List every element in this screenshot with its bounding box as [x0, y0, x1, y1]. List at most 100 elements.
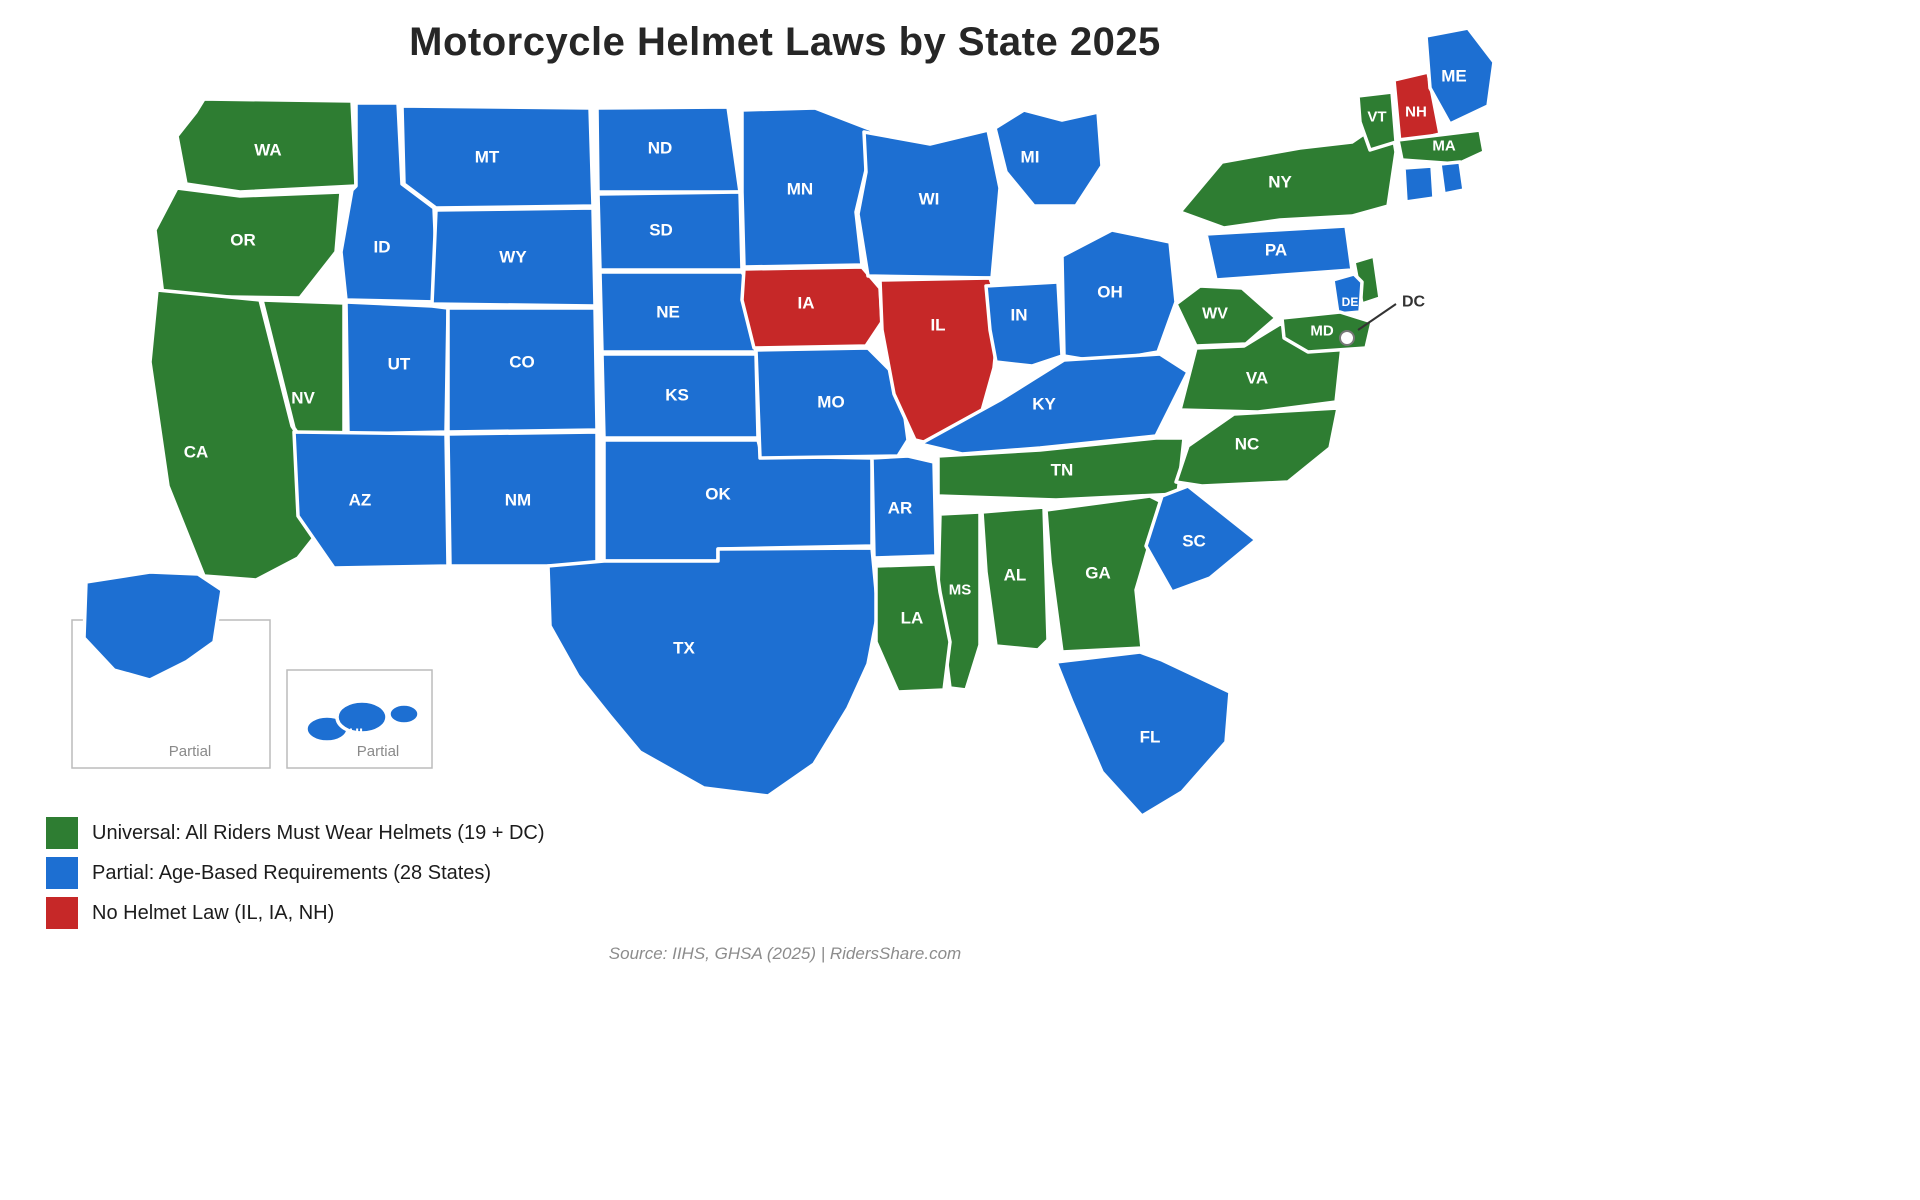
state-label-MD: MD — [1310, 323, 1333, 340]
state-label-GA: GA — [1085, 564, 1111, 583]
dc-marker — [1339, 330, 1355, 346]
legend-label-universal: Universal: All Riders Must Wear Helmets … — [92, 821, 545, 844]
state-HI-island-1 — [335, 699, 389, 735]
state-WY — [430, 206, 597, 308]
inset-caption-0: Partial — [169, 743, 212, 760]
inset-box-1 — [286, 669, 433, 769]
page-title: Motorcycle Helmet Laws by State 2025 — [409, 20, 1161, 64]
inset-caption-1: Partial — [357, 743, 400, 760]
state-NC — [1174, 406, 1340, 488]
state-NY — [1178, 114, 1398, 230]
state-label-VA: VA — [1246, 369, 1268, 388]
state-label-DE: DE — [1342, 295, 1359, 309]
state-WI — [856, 128, 1002, 280]
dc-leader-line — [1357, 303, 1397, 331]
state-label-OK: OK — [705, 485, 731, 504]
legend-item-partial: Partial: Age-Based Requirements (28 Stat… — [46, 857, 545, 889]
state-label-FL: FL — [1140, 728, 1161, 747]
state-OR — [153, 186, 343, 300]
source-note: Source: IIHS, GHSA (2025) | RidersShare.… — [608, 944, 962, 963]
state-PA — [1204, 224, 1354, 282]
state-CO — [446, 306, 599, 434]
state-label-TN: TN — [1051, 461, 1074, 480]
state-FL — [1054, 650, 1232, 818]
state-label-MN: MN — [787, 180, 813, 199]
state-label-OR: OR — [230, 231, 256, 250]
state-AR — [870, 454, 938, 560]
legend-label-partial: Partial: Age-Based Requirements (28 Stat… — [92, 861, 492, 884]
state-label-MA: MA — [1432, 138, 1455, 155]
legend-swatch-none — [46, 897, 78, 929]
state-label-ID: ID — [374, 238, 391, 257]
state-label-OH: OH — [1097, 283, 1123, 302]
state-label-AR: AR — [888, 499, 913, 518]
state-MN — [740, 106, 874, 269]
state-label-IN: IN — [1011, 306, 1028, 325]
state-AK — [82, 570, 224, 682]
state-label-KS: KS — [665, 386, 689, 405]
state-AZ — [292, 430, 450, 570]
legend: Universal: All Riders Must Wear Helmets … — [46, 817, 545, 929]
state-IN — [984, 280, 1064, 368]
state-label-WY: WY — [499, 248, 527, 267]
state-WV — [1174, 284, 1278, 348]
legend-item-universal: Universal: All Riders Must Wear Helmets … — [46, 817, 545, 849]
state-label-AL: AL — [1004, 566, 1027, 585]
state-label-MS: MS — [949, 582, 972, 599]
state-label-NE: NE — [656, 303, 680, 322]
state-label-TX: TX — [673, 639, 695, 658]
state-label-NH: NH — [1405, 104, 1427, 121]
state-MO — [754, 346, 910, 460]
legend-label-none: No Helmet Law (IL, IA, NH) — [92, 901, 335, 924]
state-label-SC: SC — [1182, 532, 1206, 551]
state-label-MI: MI — [1021, 148, 1040, 167]
state-label-CA: CA — [184, 443, 209, 462]
state-AL — [980, 505, 1050, 652]
legend-swatch-partial — [46, 857, 78, 889]
state-RI — [1438, 160, 1466, 196]
legend-item-none: No Helmet Law (IL, IA, NH) — [46, 897, 545, 929]
state-IA — [740, 265, 884, 350]
state-CT — [1402, 164, 1436, 204]
state-ID — [339, 101, 440, 304]
state-label-IA: IA — [798, 294, 815, 313]
state-label-NM: NM — [505, 491, 531, 510]
state-label-VT: VT — [1367, 109, 1386, 126]
state-label-WI: WI — [919, 190, 940, 209]
state-label-WA: WA — [254, 141, 281, 160]
state-label-PA: PA — [1265, 241, 1287, 260]
state-label-CO: CO — [509, 353, 535, 372]
legend-swatch-universal — [46, 817, 78, 849]
state-label-ME: ME — [1441, 67, 1467, 86]
state-label-ND: ND — [648, 139, 673, 158]
state-label-NV: NV — [291, 389, 315, 408]
state-LA — [874, 562, 952, 694]
state-label-HI: HI — [349, 725, 363, 741]
state-SC — [1144, 484, 1258, 594]
state-label-NY: NY — [1268, 173, 1292, 192]
state-HI-island-2 — [387, 702, 421, 726]
state-label-NC: NC — [1235, 435, 1260, 454]
state-MA — [1396, 128, 1486, 166]
dc-label: DC — [1402, 294, 1426, 311]
state-MI — [993, 108, 1104, 208]
state-MT — [400, 104, 595, 210]
state-label-KY: KY — [1032, 395, 1056, 414]
state-SD — [596, 190, 744, 272]
state-VT — [1356, 90, 1398, 152]
state-label-UT: UT — [388, 355, 411, 374]
state-GA — [1044, 494, 1164, 654]
state-label-LA: LA — [901, 609, 924, 628]
state-WA — [175, 97, 358, 194]
state-OH — [1060, 228, 1178, 364]
state-label-AZ: AZ — [349, 491, 372, 510]
state-ME — [1424, 26, 1496, 126]
state-label-IL: IL — [930, 316, 945, 335]
state-label-MO: MO — [817, 393, 844, 412]
state-DE — [1331, 272, 1364, 316]
state-label-WV: WV — [1202, 306, 1228, 323]
state-TX — [546, 546, 880, 798]
state-label-SD: SD — [649, 221, 673, 240]
